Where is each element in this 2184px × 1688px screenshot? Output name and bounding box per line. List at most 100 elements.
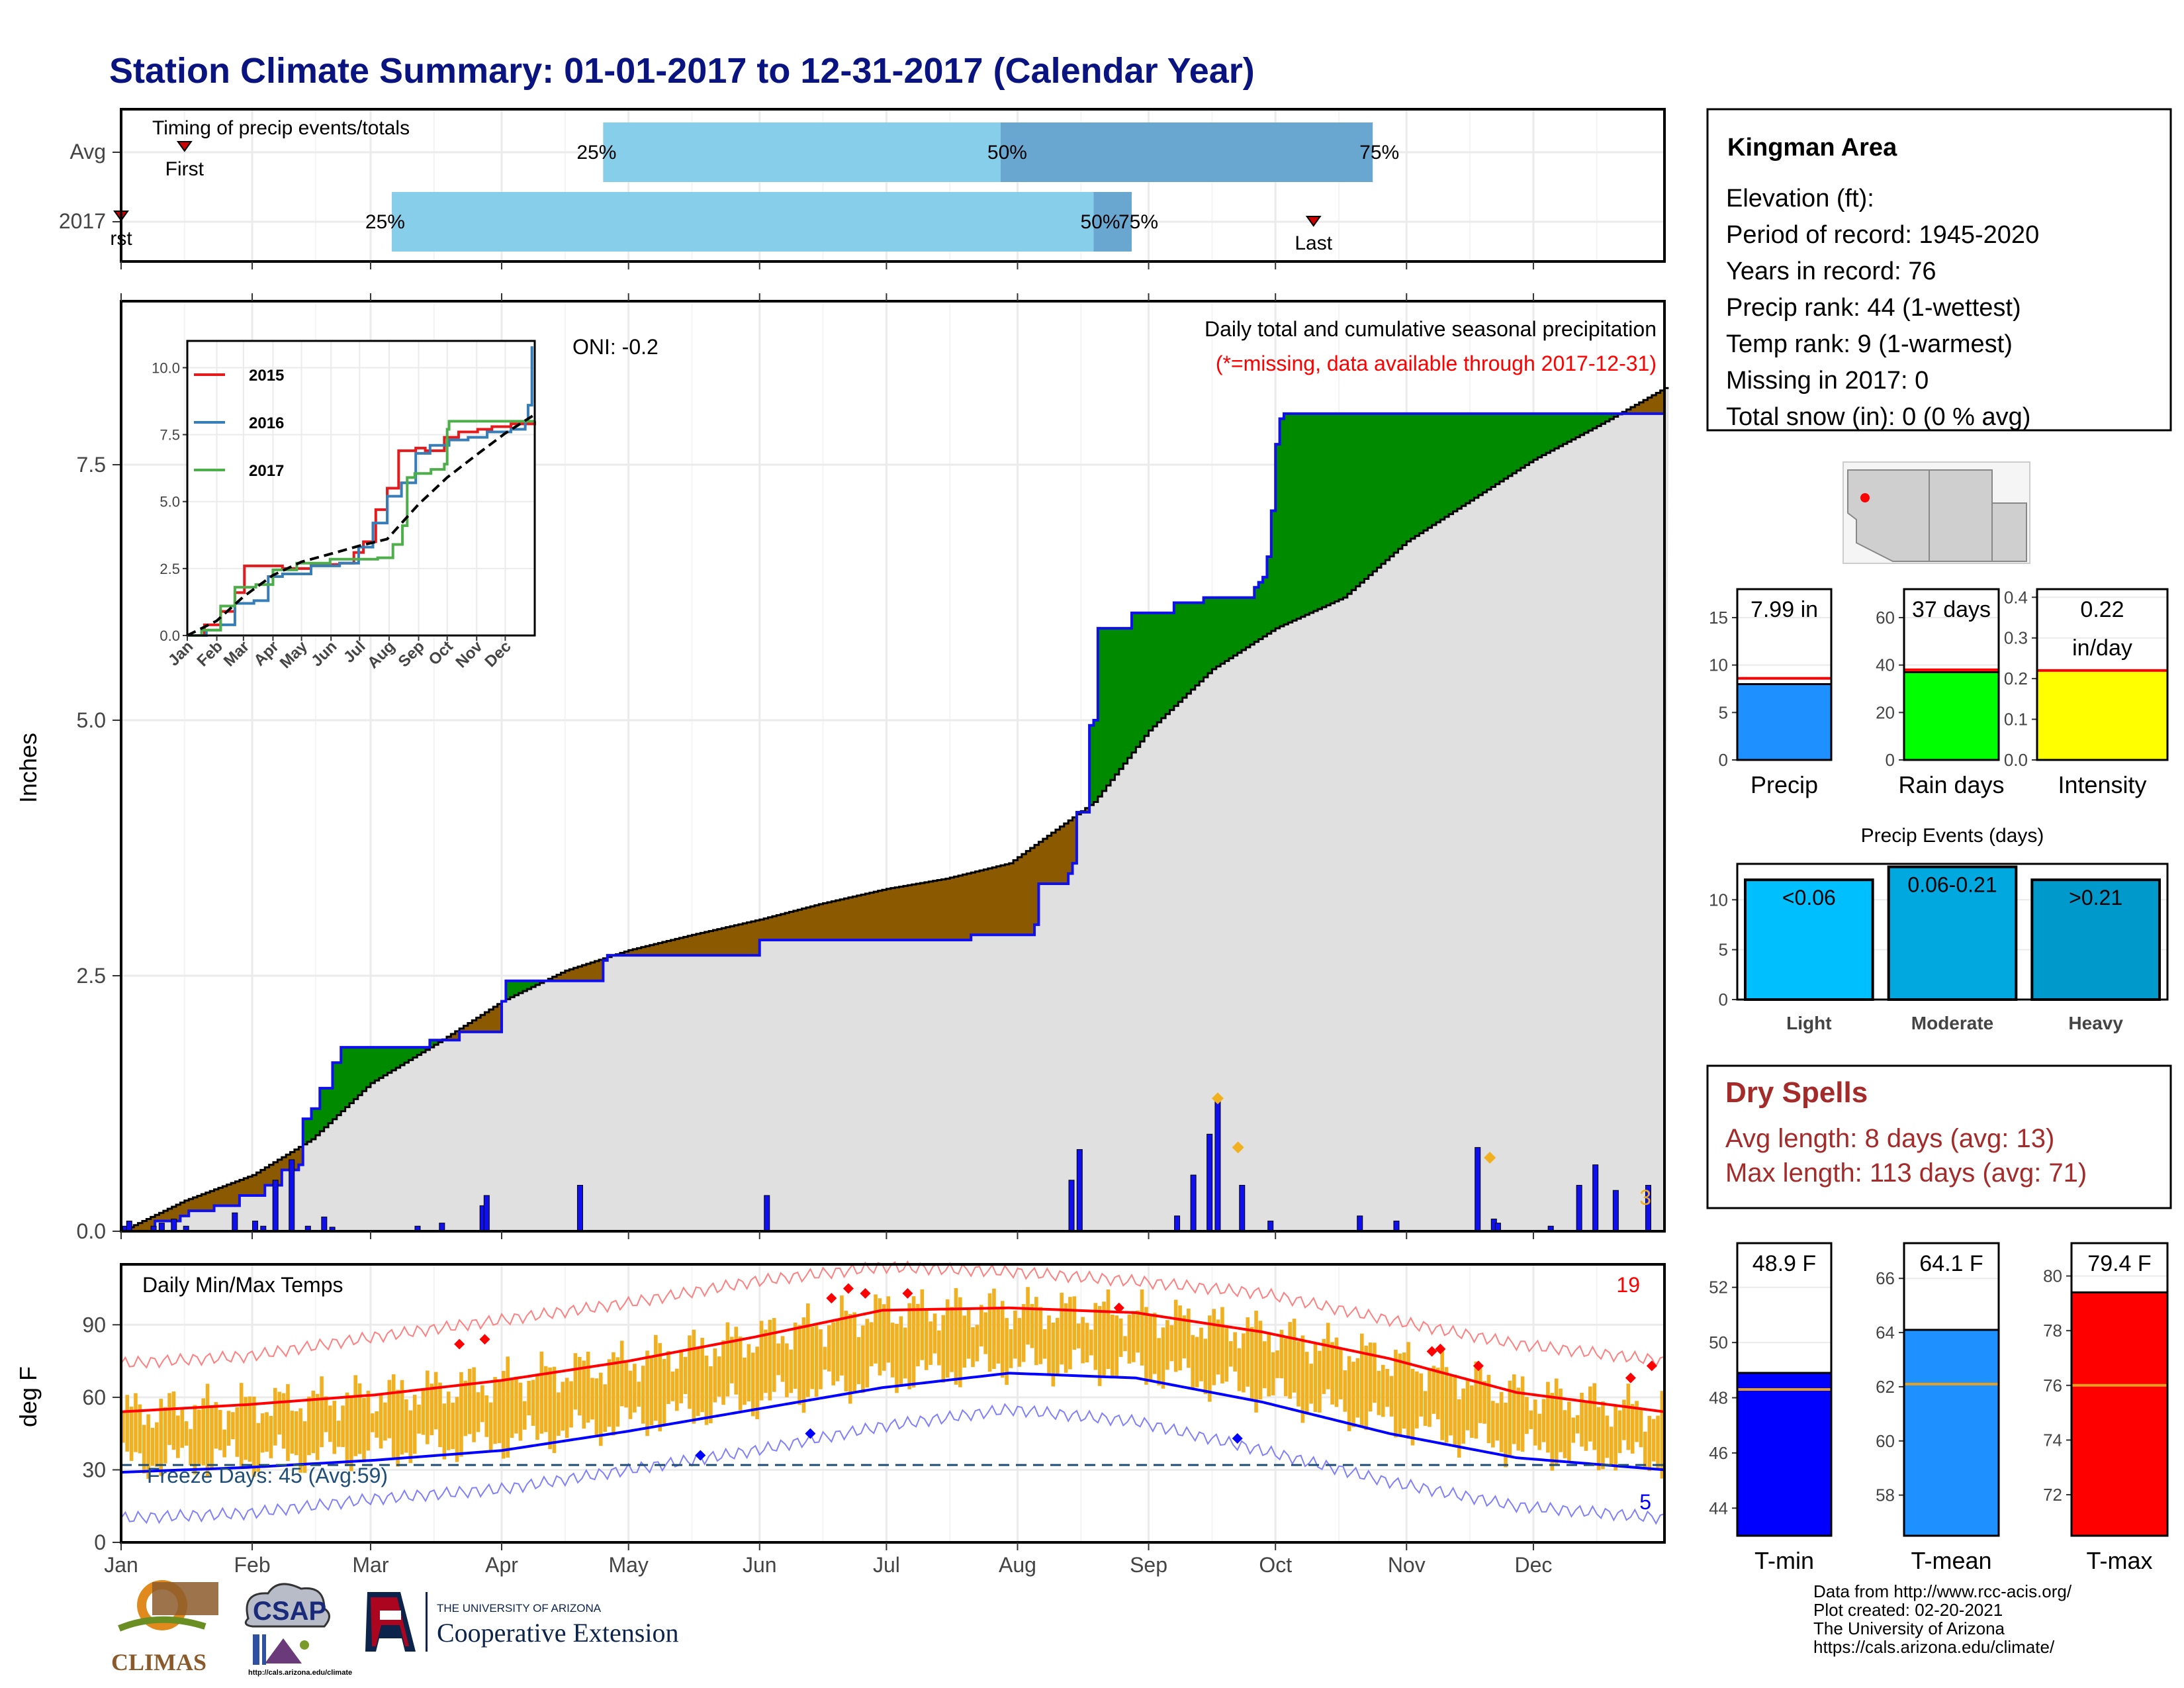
surplus-band bbox=[1187, 602, 1192, 694]
surplus-band bbox=[1178, 602, 1183, 702]
daily-temp-range-bar bbox=[1410, 1368, 1415, 1446]
deficit-band bbox=[835, 900, 841, 940]
inset-y-tick-label: 5.0 bbox=[159, 494, 180, 510]
daily-temp-range-bar bbox=[743, 1357, 747, 1405]
station-info-line: Missing in 2017: 0 bbox=[1726, 367, 1929, 395]
month-label: Jul bbox=[873, 1553, 900, 1577]
events-bar-label: <0.06 bbox=[1782, 886, 1836, 910]
daily-temp-range-bar bbox=[966, 1307, 971, 1359]
surplus-band bbox=[1398, 413, 1403, 549]
station-info-line: Years in record: 76 bbox=[1726, 258, 1936, 285]
record-high-marker bbox=[1646, 1360, 1657, 1372]
surplus-band bbox=[1228, 597, 1234, 659]
daily-temp-range-bar bbox=[1081, 1317, 1085, 1364]
small-y-tick-label: 76 bbox=[2043, 1376, 2062, 1395]
deficit-band bbox=[294, 1149, 299, 1170]
daily-temp-range-bar bbox=[1182, 1315, 1187, 1359]
daily-temp-range-bar bbox=[1051, 1323, 1056, 1387]
ua-logo[interactable]: THE UNIVERSITY OF ARIZONA Cooperative Ex… bbox=[365, 1592, 678, 1652]
last-marker bbox=[1305, 216, 1322, 227]
deficit-band bbox=[214, 1189, 219, 1206]
daily-temp-range-bar bbox=[987, 1293, 992, 1372]
surplus-band bbox=[1288, 413, 1293, 623]
events-category-label: Moderate bbox=[1911, 1013, 1993, 1033]
deficit-band bbox=[987, 868, 993, 935]
daily-temp-range-bar bbox=[1064, 1303, 1068, 1373]
small-y-tick-label: 74 bbox=[2043, 1430, 2062, 1450]
daily-temp-range-bar bbox=[472, 1367, 476, 1442]
daily-temp-range-bar bbox=[1635, 1401, 1639, 1442]
daily-temp-range-bar bbox=[1647, 1415, 1652, 1472]
summary-category-label: Intensity bbox=[2058, 771, 2146, 798]
daily-temp-range-bar bbox=[548, 1367, 552, 1450]
daily-temp-range-bar bbox=[514, 1376, 518, 1434]
csap-logo[interactable]: CSAP http://cals.arizona.edu/climate bbox=[244, 1583, 352, 1677]
daily-temp-range-bar bbox=[1508, 1380, 1512, 1458]
record-high-count: 19 bbox=[1616, 1273, 1640, 1297]
surplus-band bbox=[1115, 628, 1120, 774]
deficit-band bbox=[831, 901, 837, 940]
surplus-band bbox=[1605, 413, 1610, 422]
record-low-marker bbox=[695, 1450, 706, 1461]
daily-temp-range-bar bbox=[1470, 1385, 1474, 1438]
daily-temp-range-bar bbox=[1026, 1287, 1030, 1345]
deficit-band bbox=[557, 974, 562, 981]
surplus-band bbox=[391, 1047, 396, 1070]
daily-temp-range-bar bbox=[205, 1383, 210, 1478]
month-label: Aug bbox=[999, 1553, 1036, 1577]
surplus-band bbox=[1601, 413, 1606, 424]
station-location-marker bbox=[1860, 493, 1870, 502]
small-frame bbox=[1736, 588, 1833, 761]
daily-temp-range-bar bbox=[421, 1387, 426, 1435]
precip-frame bbox=[120, 300, 1666, 1233]
daily-temp-range-bar bbox=[1068, 1297, 1072, 1370]
deficit-band bbox=[797, 910, 803, 940]
deficit-band bbox=[260, 1170, 265, 1196]
daily-temp-range-bar bbox=[345, 1392, 349, 1466]
daily-temp-range-bar bbox=[522, 1401, 527, 1430]
daily-temp-range-bar bbox=[1304, 1352, 1309, 1415]
daily-temp-range-bar bbox=[848, 1314, 852, 1404]
daily-temp-range-bar bbox=[878, 1298, 882, 1376]
daily-temp-range-bar bbox=[121, 1411, 125, 1443]
daily-temp-range-bar bbox=[1550, 1393, 1555, 1471]
daily-temp-range-bar bbox=[518, 1382, 523, 1441]
daily-temp-range-bar bbox=[827, 1325, 831, 1372]
timing-frame bbox=[120, 108, 1666, 263]
daily-temp-range-bar bbox=[764, 1329, 768, 1393]
surplus-band bbox=[1559, 413, 1564, 447]
climas-logo[interactable]: CLIMAS bbox=[111, 1580, 218, 1675]
daily-temp-range-bar bbox=[992, 1288, 996, 1369]
deficit-band bbox=[463, 1025, 469, 1032]
ua-name: THE UNIVERSITY OF ARIZONA bbox=[437, 1602, 602, 1615]
daily-precip-bar bbox=[1612, 1190, 1619, 1232]
surplus-band bbox=[1330, 413, 1336, 604]
deficit-band bbox=[907, 885, 913, 940]
surplus-band bbox=[1435, 413, 1441, 523]
temps-frame bbox=[120, 1263, 1666, 1544]
surplus-band bbox=[1359, 413, 1365, 583]
observed-cumulative-line bbox=[121, 412, 1664, 1233]
record-low-count: 5 bbox=[1639, 1490, 1651, 1514]
surplus-band bbox=[1554, 413, 1559, 449]
surplus-band bbox=[514, 980, 520, 996]
surplus-band bbox=[1093, 720, 1099, 802]
daily-temp-range-bar bbox=[1157, 1338, 1161, 1385]
surplus-band bbox=[510, 980, 515, 998]
daily-temp-range-bar bbox=[1060, 1292, 1064, 1365]
daily-temp-range-bar bbox=[1580, 1392, 1584, 1447]
daily-temp-range-bar bbox=[1359, 1333, 1364, 1427]
surplus-band bbox=[522, 980, 527, 992]
surplus-band bbox=[387, 1047, 392, 1073]
small-y-tick-label: 64 bbox=[1876, 1323, 1895, 1342]
small-y-tick-label: 80 bbox=[2043, 1266, 2062, 1286]
daily-temp-range-bar bbox=[1423, 1391, 1428, 1427]
surplus-band bbox=[1263, 577, 1268, 637]
deficit-band bbox=[269, 1164, 274, 1186]
small-y-tick-label: 48 bbox=[1709, 1388, 1728, 1408]
daily-temp-range-bar bbox=[214, 1402, 218, 1449]
daily-temp-range-bar bbox=[1097, 1305, 1102, 1386]
deficit-band bbox=[142, 1221, 147, 1231]
deficit-band bbox=[924, 882, 929, 940]
